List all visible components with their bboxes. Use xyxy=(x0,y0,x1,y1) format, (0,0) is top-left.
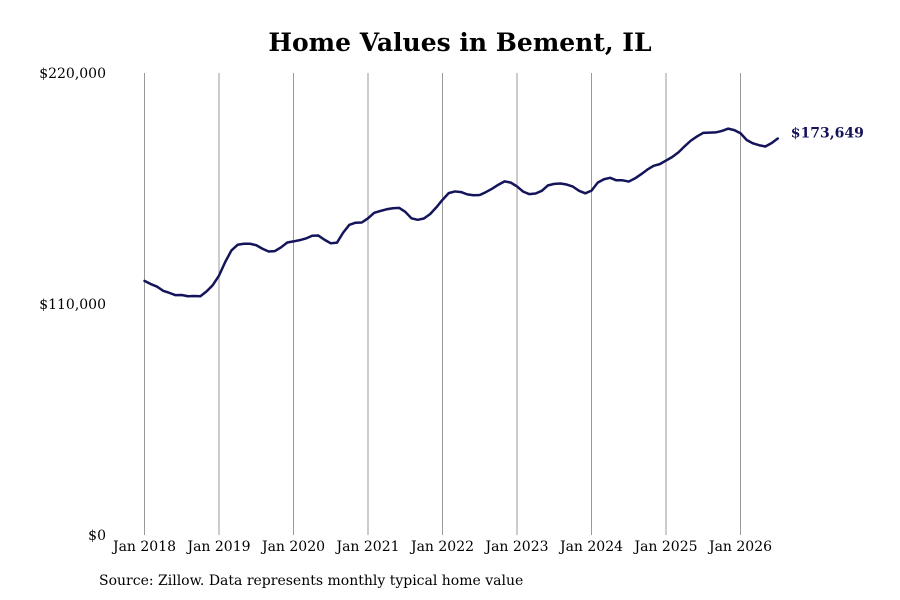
x-tick-label: Jan 2025 xyxy=(632,539,697,555)
x-tick-label: Jan 2021 xyxy=(334,539,399,555)
y-tick-label: $220,000 xyxy=(39,66,106,82)
latest-value-label: $173,649 xyxy=(791,126,864,142)
x-tick-label: Jan 2020 xyxy=(260,539,325,555)
y-axis-ticks: $0 $110,000 $220,000 xyxy=(39,66,106,544)
x-tick-label: Jan 2022 xyxy=(409,539,474,555)
home-value-line xyxy=(143,127,779,298)
x-tick-label: Jan 2018 xyxy=(111,539,176,555)
x-axis-ticks: Jan 2018 Jan 2019 Jan 2020 Jan 2021 Jan 2022… xyxy=(111,539,772,555)
x-tick-label: Jan 2026 xyxy=(707,539,772,555)
x-tick-label: Jan 2024 xyxy=(558,539,623,555)
chart-title: Home Values in Bement, IL xyxy=(268,28,652,57)
source-note: Source: Zillow. Data represents monthly … xyxy=(99,573,524,589)
y-tick-label: $0 xyxy=(88,528,106,544)
gridlines xyxy=(144,73,741,535)
y-tick-label: $110,000 xyxy=(39,297,106,313)
x-tick-label: Jan 2023 xyxy=(483,539,548,555)
x-tick-label: Jan 2019 xyxy=(185,539,250,555)
